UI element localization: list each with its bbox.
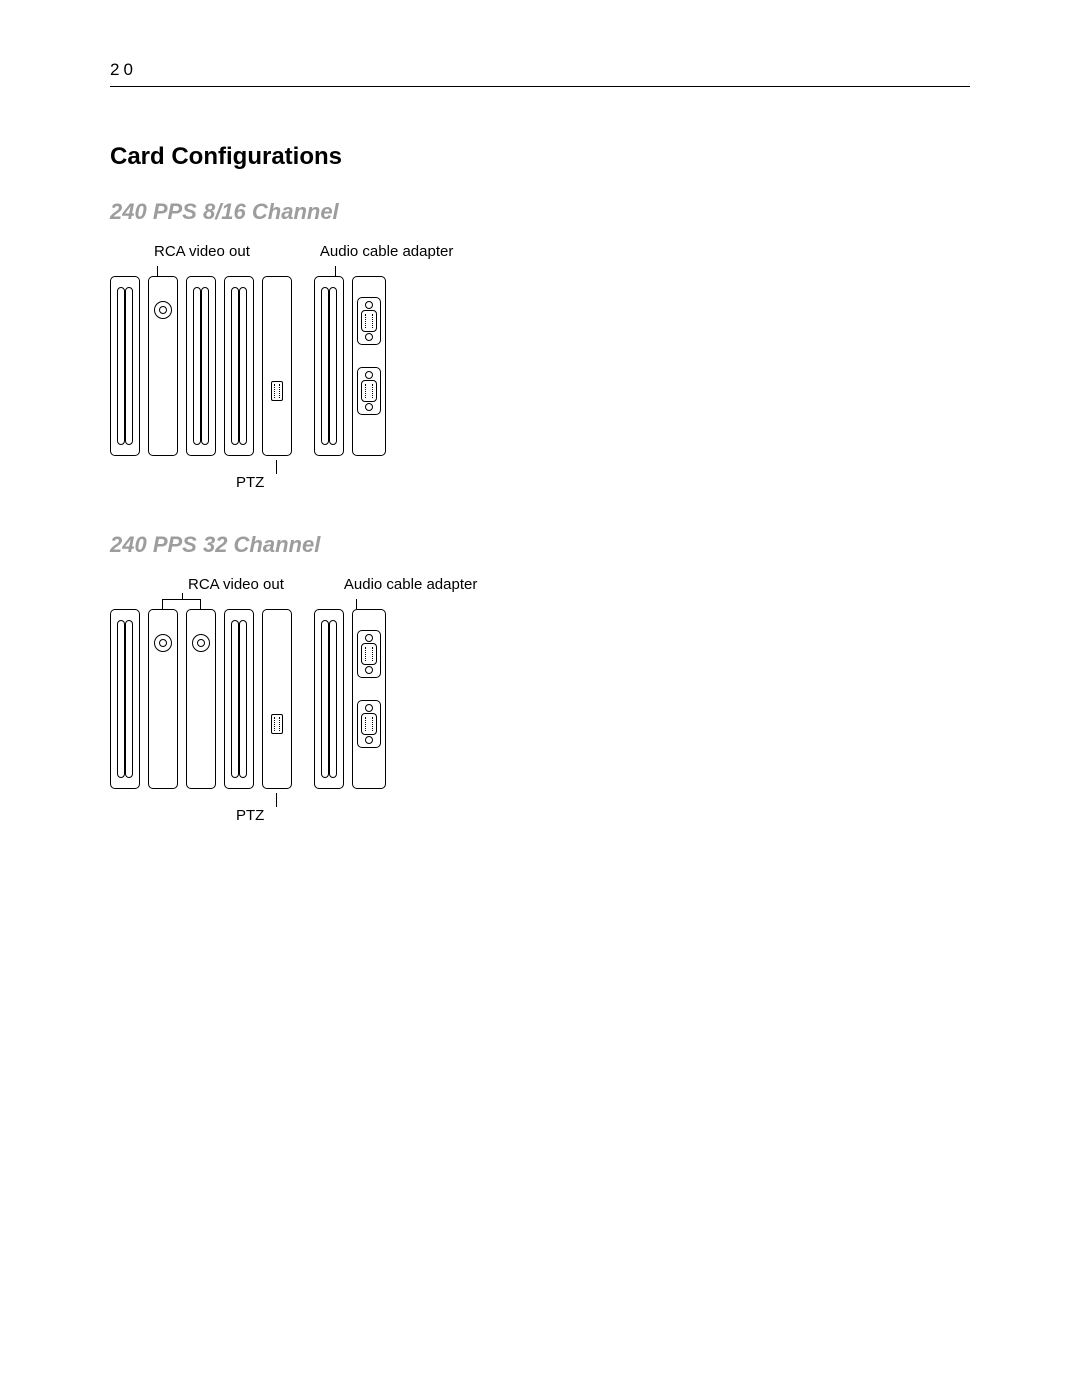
ptz-port-icon bbox=[271, 714, 283, 734]
diagram-2: RCA video out Audio cable adapter bbox=[110, 576, 970, 827]
diagram-2-top-labels: RCA video out Audio cable adapter bbox=[110, 576, 970, 593]
db9-icon bbox=[357, 630, 381, 678]
ptz-port-icon bbox=[271, 381, 283, 401]
diagram-1: RCA video out Audio cable adapter PTZ bbox=[110, 243, 970, 494]
section-title: Card Configurations bbox=[110, 143, 970, 171]
db9-icon bbox=[357, 297, 381, 345]
diagram-1-slots bbox=[110, 276, 970, 456]
slot bbox=[186, 276, 216, 456]
label-ptz-2: PTZ bbox=[236, 807, 264, 824]
label-ptz-1: PTZ bbox=[236, 474, 264, 491]
rca-icon bbox=[154, 301, 172, 319]
label-audio-1: Audio cable adapter bbox=[320, 243, 453, 260]
diagram-1-top-labels: RCA video out Audio cable adapter bbox=[110, 243, 970, 260]
slot-gap bbox=[300, 276, 314, 456]
diagram-2-top-ticks bbox=[110, 597, 970, 609]
page-number: 20 bbox=[110, 60, 970, 80]
slot-ptz bbox=[262, 609, 292, 789]
db9-icon bbox=[357, 367, 381, 415]
subtitle-1: 240 PPS 8/16 Channel bbox=[110, 199, 970, 225]
slot-gap bbox=[300, 609, 314, 789]
diagram-1-top-ticks bbox=[110, 264, 970, 276]
slot bbox=[314, 276, 344, 456]
slot-ptz bbox=[262, 276, 292, 456]
slot bbox=[110, 609, 140, 789]
slot bbox=[110, 276, 140, 456]
subtitle-2: 240 PPS 32 Channel bbox=[110, 532, 970, 558]
rca-icon bbox=[192, 634, 210, 652]
slot-rca bbox=[148, 276, 178, 456]
rca-icon bbox=[154, 634, 172, 652]
header-rule bbox=[110, 86, 970, 87]
db9-icon bbox=[357, 700, 381, 748]
label-rca-1: RCA video out bbox=[154, 243, 250, 260]
slot-rca bbox=[148, 609, 178, 789]
label-audio-2: Audio cable adapter bbox=[344, 576, 477, 593]
slot-serial bbox=[352, 276, 386, 456]
slot-serial bbox=[352, 609, 386, 789]
diagram-1-bottom-labels: PTZ bbox=[110, 460, 970, 494]
diagram-2-slots bbox=[110, 609, 970, 789]
slot bbox=[314, 609, 344, 789]
slot-rca bbox=[186, 609, 216, 789]
slot bbox=[224, 276, 254, 456]
label-rca-2: RCA video out bbox=[188, 576, 284, 593]
diagram-2-bottom-labels: PTZ bbox=[110, 793, 970, 827]
slot bbox=[224, 609, 254, 789]
page: 20 Card Configurations 240 PPS 8/16 Chan… bbox=[110, 60, 970, 865]
